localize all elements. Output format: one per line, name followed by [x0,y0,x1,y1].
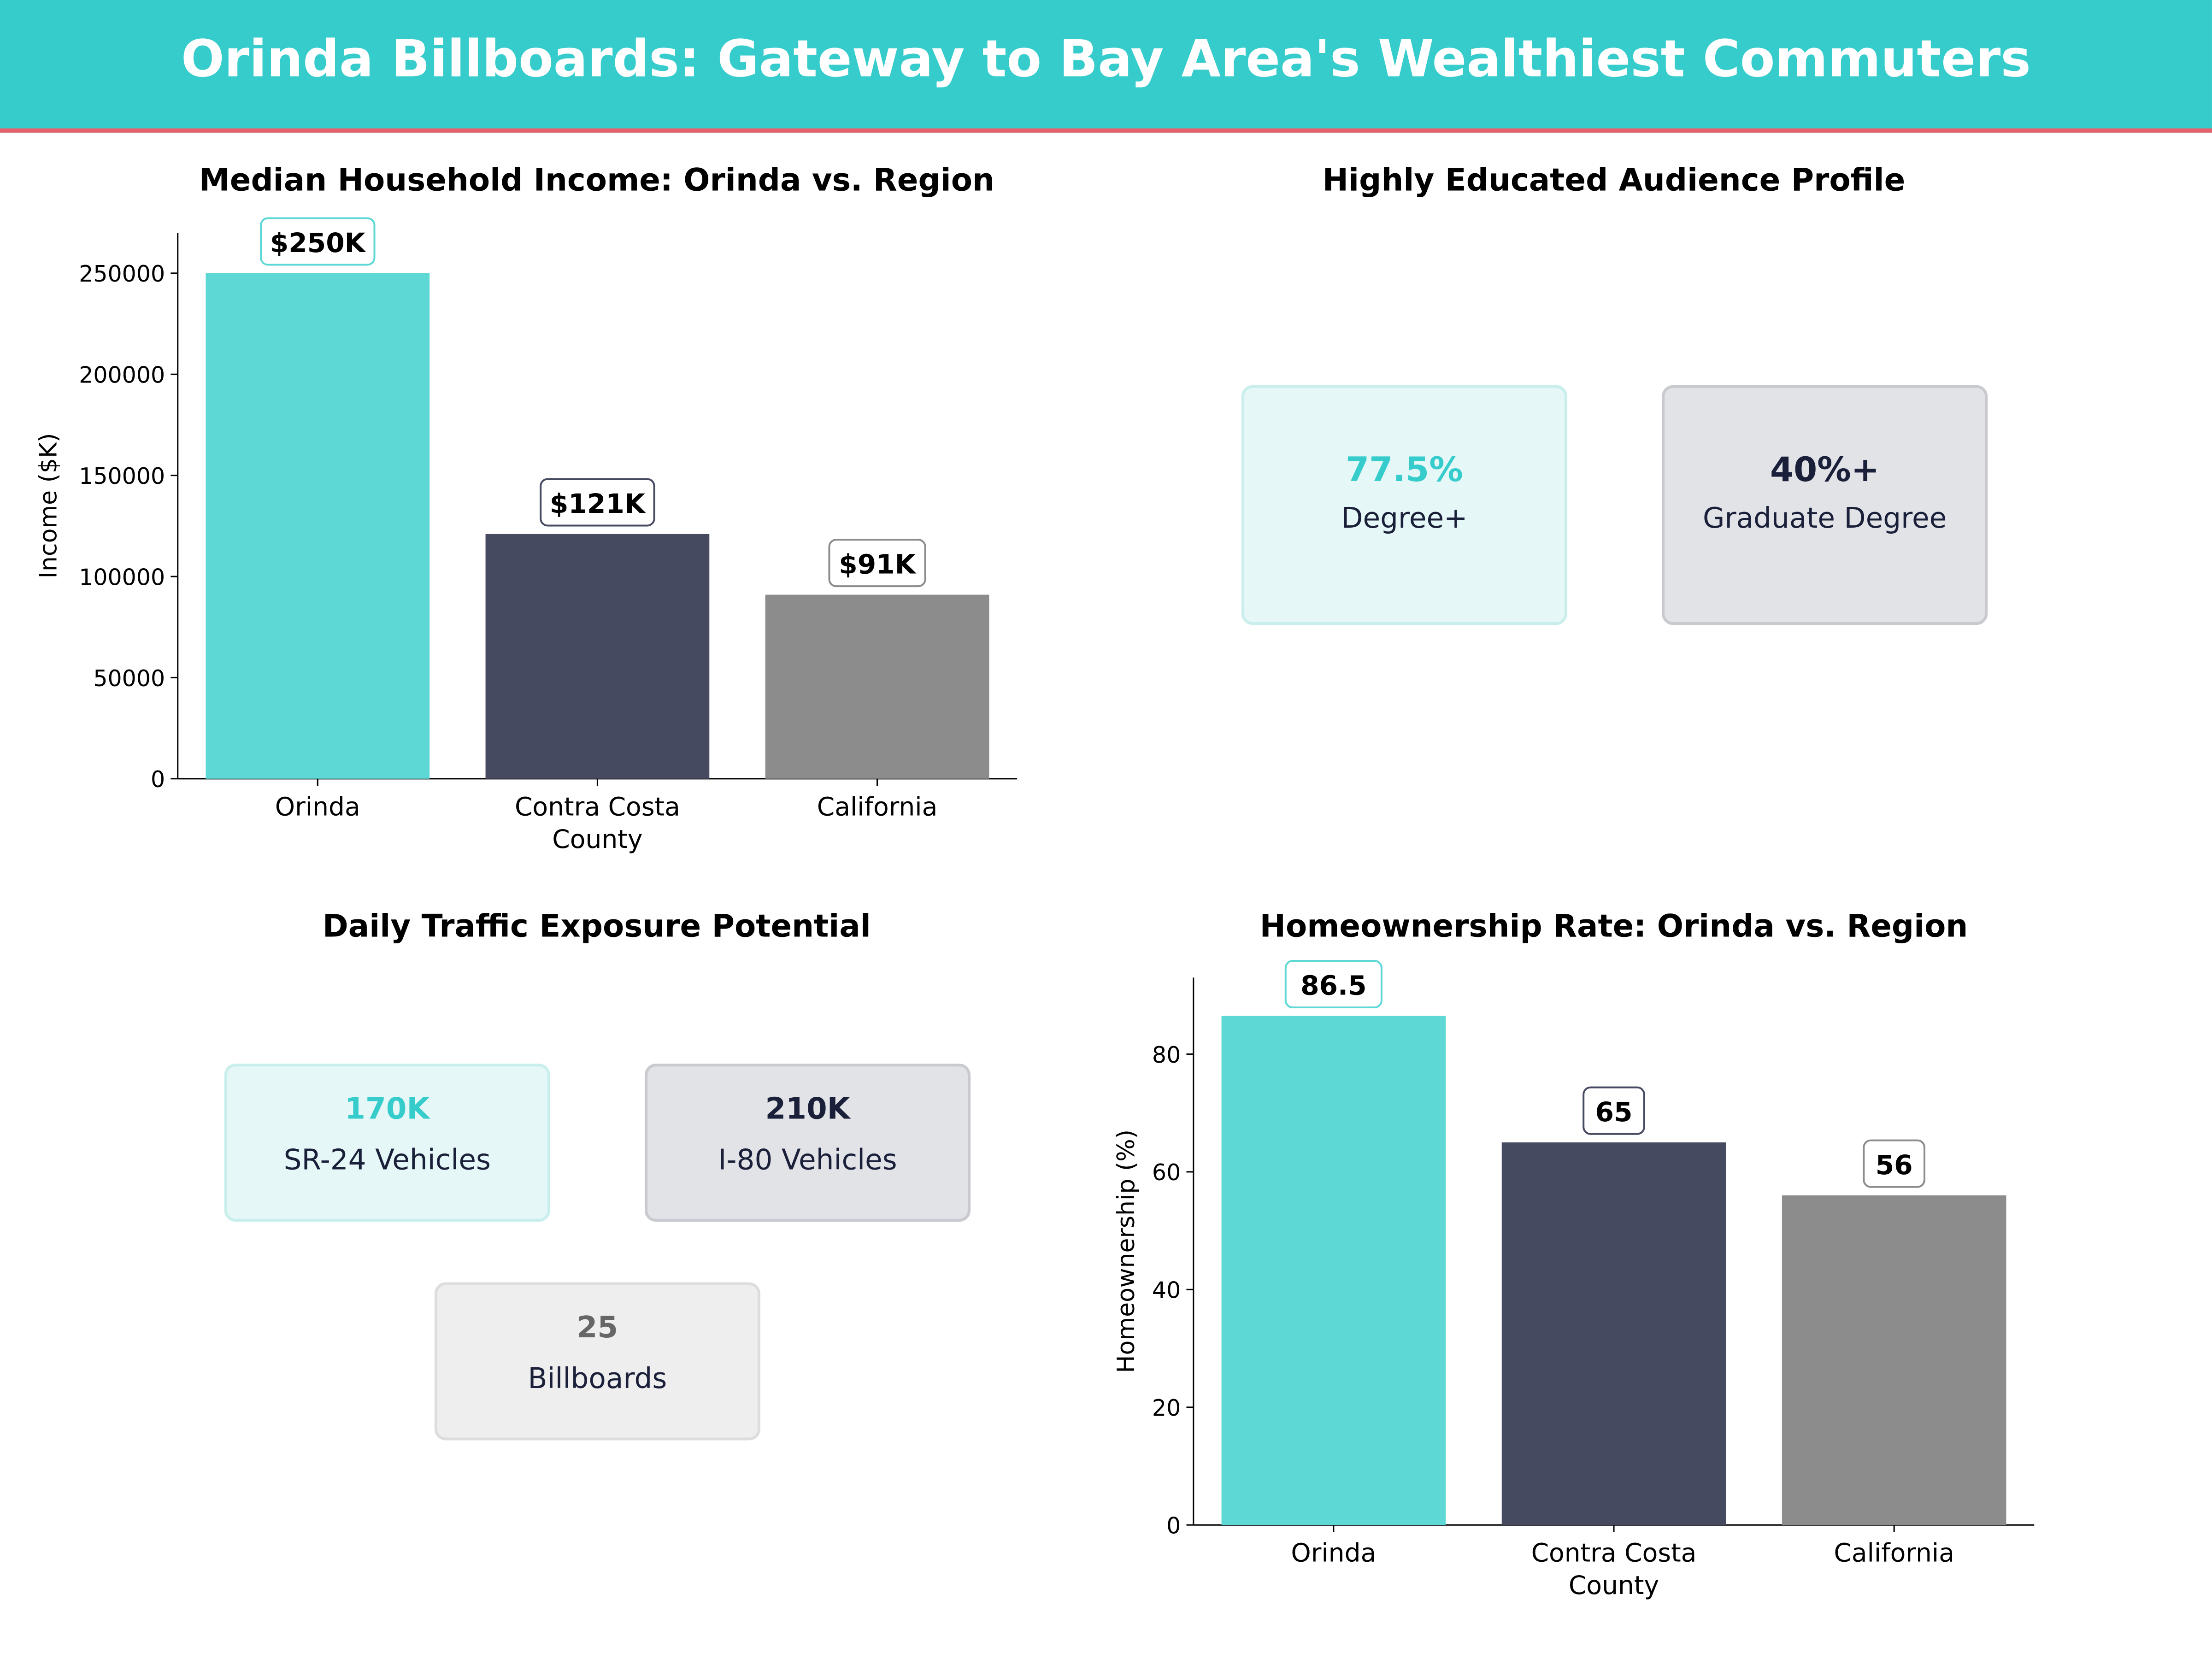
x-tick-label: Contra Costa [1531,1538,1697,1568]
stat-value: 210K [765,1092,850,1126]
y-axis-label: Income ($K) [35,433,62,579]
page-title: Orinda Billboards: Gateway to Bay Area's… [181,31,2031,89]
homeownership-chart-title: Homeownership Rate: Orinda vs. Region [1259,910,1968,946]
data-label-box [540,478,655,527]
stat-label: Billboards [528,1361,667,1395]
bar-1 [1501,1142,1726,1525]
stat-card-graduate: 40%+ Graduate Degree [1662,385,1988,625]
stat-label: Degree+ [1341,500,1468,535]
stat-value: 25 [577,1310,618,1345]
header-banner: Orinda Billboards: Gateway to Bay Area's… [0,0,2212,133]
homeownership-chart: 0 20 40 60 80 Homeownership (%) Orinda 86.5 Cont… [1112,960,2035,1600]
y-tick-label: 80 [1152,1042,1181,1068]
stat-card-degree: 77.5% Degree+ [1241,385,1567,625]
x-tick-label: Orinda [275,792,360,821]
data-label: 56 [1876,1149,1913,1181]
stat-card-sr24: 170K SR-24 Vehicles [224,1064,550,1222]
x-tick-label: Contra Costa [515,792,680,821]
data-label-box [260,217,376,266]
x-tick-label: California [1834,1538,1954,1568]
y-tick-label: 250000 [79,261,165,287]
y-tick-label: 100000 [79,564,165,590]
stat-card-billboards: 25 Billboards [434,1282,760,1441]
stat-value: 170K [345,1092,430,1126]
bar-0 [206,273,430,779]
stat-label: Graduate Degree [1703,500,1947,535]
data-label-box [1863,1139,1925,1188]
stat-value: 40%+ [1770,450,1880,490]
data-label: $250K [270,227,366,259]
bar-2 [1782,1195,2006,1525]
stat-label: I-80 Vehicles [718,1142,897,1177]
data-label: $121K [550,488,646,519]
data-label: 86.5 [1300,970,1367,1001]
y-tick-label: 20 [1152,1395,1181,1421]
data-label-box [828,539,926,588]
data-label-box [1583,1086,1645,1135]
data-label-box [1284,960,1382,1009]
income-chart-title: Median Household Income: Orinda vs. Regi… [199,164,994,199]
y-tick-label: 50000 [93,665,165,692]
y-tick-label: 60 [1152,1159,1181,1186]
stat-card-i80: 210K I-80 Vehicles [644,1064,971,1222]
education-title: Highly Educated Audience Profile [1322,164,1906,199]
y-tick-label: 150000 [79,463,165,489]
bar-2 [765,594,989,779]
stat-label: SR-24 Vehicles [283,1142,491,1177]
y-tick-label: 40 [1152,1277,1181,1304]
y-axis-label: Homeownership (%) [1112,1130,1140,1373]
x-tick-label: Orinda [1291,1538,1376,1568]
x-tick-label: California [817,792,938,821]
y-tick-label: 200000 [79,362,165,388]
bar-1 [485,534,710,779]
data-label: 65 [1595,1096,1633,1128]
x-tick-label: County [1569,1571,1659,1600]
bar-0 [1221,1016,1446,1525]
y-tick-label: 0 [1166,1513,1181,1539]
x-tick-label: County [552,824,642,854]
y-tick-label: 0 [151,766,165,793]
traffic-title: Daily Traffic Exposure Potential [322,910,871,946]
income-chart: 0 50000 100000 150000 200000 250000 Income ($K… [35,217,1018,854]
stat-value: 77.5% [1345,450,1463,490]
data-label: $91K [839,549,916,580]
